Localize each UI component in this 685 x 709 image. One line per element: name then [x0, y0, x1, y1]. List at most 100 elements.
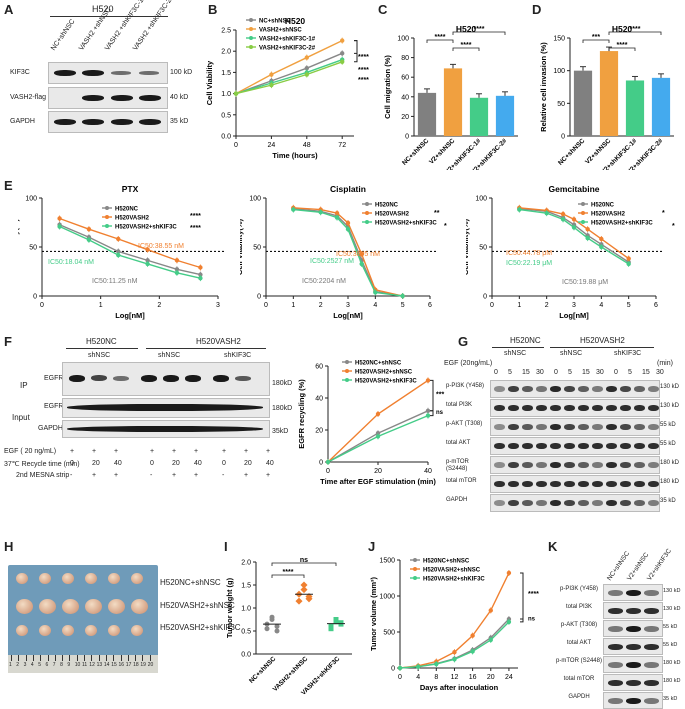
blot-strip: [490, 418, 660, 436]
significance: **: [434, 210, 440, 217]
data-point: [375, 434, 381, 439]
y-axis-label: Tumor weight (g): [225, 577, 234, 638]
tumor: [62, 599, 79, 614]
ruler-number: 12: [89, 662, 95, 668]
blot-band: [592, 386, 603, 392]
kd-label: 35 kD: [170, 118, 189, 125]
blot-band: [508, 500, 519, 506]
chart-d-invasion: 0 50 100 150 Relative cell invasion (%) H520 N…: [539, 24, 674, 170]
significance: ****: [190, 213, 201, 220]
data-point: [506, 570, 512, 576]
data-point: [174, 270, 180, 276]
significance: ns: [436, 410, 444, 416]
blot-band: [644, 590, 659, 596]
tumor: [39, 599, 56, 614]
blot-strip: [48, 62, 168, 84]
x-tick-label: 20: [487, 674, 495, 681]
x-tick-label: 5: [401, 302, 405, 309]
y-tick-label: 2.0: [241, 560, 251, 567]
blot-band: [522, 424, 533, 430]
tumor: [131, 625, 143, 636]
significance: ****: [358, 67, 369, 74]
y-tick-label: 500: [383, 630, 395, 637]
legend-swatch: [365, 211, 369, 215]
sig-bracket: [271, 562, 337, 566]
row-label: GAPDH: [568, 694, 590, 700]
legend-label: H520VASH2: [375, 212, 410, 218]
x-tick-label: 6: [654, 302, 658, 309]
egf-value: +: [222, 448, 227, 455]
blot-strip: [603, 620, 663, 637]
chart-e-ptx: 0 50 100 Cell Viability(%) PTX 0 1 2 3 Log[nM] H52…: [18, 184, 226, 320]
sub-label: shNSC: [88, 352, 111, 359]
data-point: [359, 261, 364, 267]
blot-band: [620, 424, 631, 430]
sig-bracket: [354, 40, 358, 63]
y-tick-label: 0: [391, 666, 395, 673]
tumor: [62, 573, 74, 584]
y-tick-label: 0: [405, 134, 409, 141]
blot-strip: [490, 475, 660, 493]
y-tick-label: 1.0: [221, 91, 231, 98]
data-point: [305, 595, 313, 603]
x-tick-label: 12: [451, 674, 459, 681]
chart-title: PTX: [122, 184, 139, 194]
blot-band: [606, 443, 617, 449]
blot-band: [508, 443, 519, 449]
data-point: [340, 51, 345, 56]
legend-swatch: [345, 360, 349, 364]
ruler-tick: [120, 655, 122, 661]
blot-band: [648, 443, 659, 449]
ruler-number: 10: [74, 662, 81, 668]
blot-strip: [62, 398, 270, 418]
blot-strip: [603, 674, 663, 691]
y-tick-label: 40: [315, 396, 323, 403]
egf-value: +: [150, 448, 155, 455]
tumor: [62, 625, 74, 636]
ruler-number: 16: [118, 662, 125, 668]
data-point: [328, 626, 334, 632]
row-label: GAPDH: [446, 497, 468, 503]
data-point: [345, 220, 351, 226]
blot-band: [620, 462, 631, 468]
blot-band: [592, 462, 603, 468]
egf-value: +: [172, 448, 177, 455]
legend-label: H520NC: [115, 207, 139, 213]
ruler-tick: [25, 655, 27, 661]
y-tick-label: 0: [483, 294, 487, 301]
data-point: [198, 272, 203, 277]
x-tick-label: 4: [416, 674, 420, 681]
panel-label-c: C: [378, 2, 388, 17]
significance: ****: [461, 42, 472, 49]
blot-band: [620, 405, 631, 411]
blot-band: [644, 680, 659, 686]
data-point: [116, 236, 121, 242]
data-point: [304, 55, 309, 60]
blot-band: [536, 462, 547, 468]
time-value: 5: [628, 369, 632, 376]
blot-band: [644, 698, 659, 704]
x-tick-label: 0: [234, 142, 238, 149]
mesna-value: -: [150, 472, 153, 479]
kd-label: 180 kD: [663, 660, 681, 666]
input-label: Input: [12, 413, 30, 422]
sub-label: shKIF3C: [224, 352, 252, 359]
data-point: [340, 59, 345, 64]
blot-band: [536, 424, 547, 430]
sig-bracket: [520, 618, 524, 623]
blot-strip: [48, 87, 168, 109]
sig-bracket: [426, 39, 454, 43]
x-tick-label: 0: [264, 302, 268, 309]
significance: ns: [528, 616, 536, 622]
series-line: [235, 39, 343, 95]
ruler-tick: [18, 655, 20, 661]
time-value: 30: [656, 369, 664, 376]
data-point: [571, 217, 577, 222]
egf-row: EGF ( 20 ng/mL): [4, 448, 57, 455]
blot-band: [508, 405, 519, 411]
legend-swatch: [413, 558, 417, 562]
blot-band: [494, 443, 505, 449]
blot-band: [592, 424, 603, 430]
kd-label: 40 kD: [170, 94, 189, 101]
blot-band: [494, 500, 505, 506]
